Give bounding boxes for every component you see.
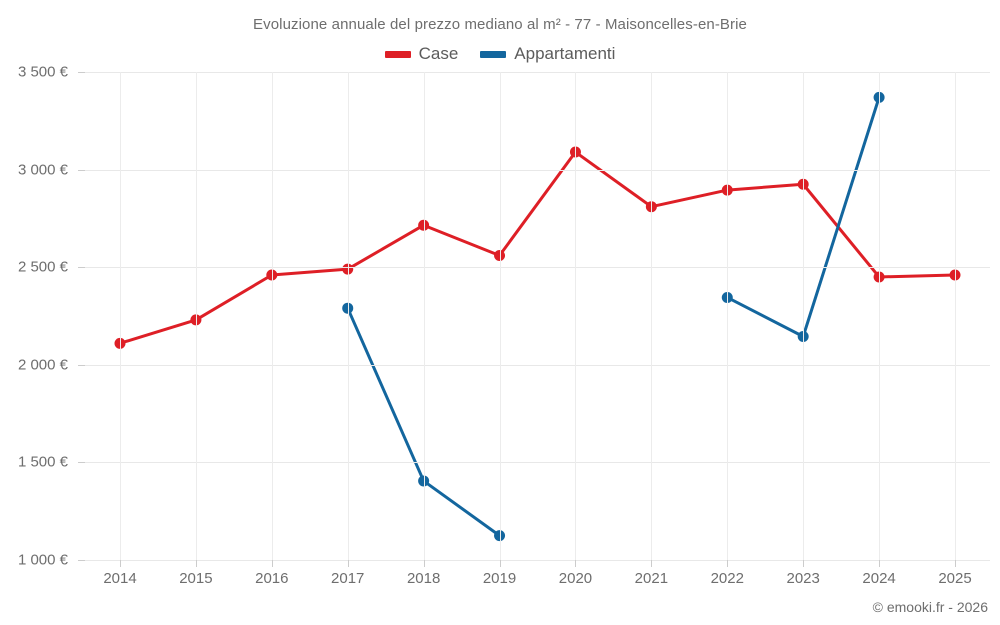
- y-tick-mark: [78, 364, 85, 366]
- gridline-vertical: [651, 72, 653, 560]
- gridline-vertical: [803, 72, 805, 560]
- y-axis-tick-label: 3 000 €: [17, 161, 68, 179]
- x-tick-mark: [271, 560, 273, 567]
- y-tick-mark: [78, 462, 85, 464]
- gridline-vertical: [575, 72, 577, 560]
- x-axis-tick-label: 2015: [179, 570, 213, 587]
- gridline-vertical: [195, 72, 197, 560]
- y-axis-tick-label: 3 500 €: [17, 63, 68, 81]
- gridline-vertical: [499, 72, 501, 560]
- y-tick-mark: [78, 267, 85, 269]
- legend-swatch-icon: [384, 50, 411, 58]
- x-axis-tick-label: 2025: [938, 570, 972, 587]
- x-tick-mark: [727, 560, 729, 567]
- gridline-horizontal: [85, 462, 990, 464]
- series-line-case: [118, 150, 957, 345]
- y-tick-mark: [78, 560, 85, 561]
- gridline-vertical: [347, 72, 349, 560]
- x-tick-mark: [651, 560, 653, 567]
- x-axis-tick-label: 2014: [103, 570, 137, 587]
- x-axis-tick-label: 2020: [558, 570, 593, 587]
- x-axis-tick-label: 2022: [710, 570, 744, 587]
- gridline-horizontal: [85, 560, 990, 561]
- gridline-vertical: [879, 72, 881, 560]
- x-axis-tick-label: 2018: [406, 570, 441, 587]
- gridline-horizontal: [85, 169, 990, 171]
- chart-legend: Case Appartamenti: [0, 44, 1000, 64]
- x-tick-mark: [575, 560, 577, 567]
- y-tick-mark: [78, 169, 85, 171]
- x-tick-mark: [879, 560, 881, 567]
- legend-swatch-icon: [480, 50, 507, 58]
- legend-item-case[interactable]: Case: [384, 44, 459, 64]
- x-tick-mark: [195, 560, 197, 567]
- x-axis-tick-label: 2023: [786, 570, 820, 587]
- x-tick-mark: [120, 560, 121, 567]
- legend-label: Case: [418, 44, 459, 63]
- y-tick-mark: [78, 72, 85, 73]
- gridline-vertical: [423, 72, 425, 560]
- copyright-credit: © emooki.fr - 2026: [872, 599, 988, 615]
- gridline-horizontal: [85, 267, 990, 269]
- x-axis-tick-label: 2017: [331, 570, 365, 587]
- gridline-vertical: [271, 72, 273, 560]
- y-axis-tick-label: 2 000 €: [17, 356, 68, 374]
- x-tick-mark: [803, 560, 805, 567]
- x-axis-tick-label: 2024: [862, 570, 896, 587]
- legend-label: Appartamenti: [514, 44, 616, 63]
- x-tick-mark: [955, 560, 956, 567]
- gridline-vertical: [955, 72, 956, 560]
- gridline-vertical: [727, 72, 729, 560]
- y-axis-tick-label: 2 500 €: [17, 258, 68, 276]
- x-axis-tick-label: 2016: [255, 570, 289, 587]
- x-tick-mark: [499, 560, 501, 567]
- x-axis-tick-label: 2021: [634, 570, 669, 587]
- x-tick-mark: [347, 560, 349, 567]
- y-axis-tick-label: 1 000 €: [17, 551, 68, 569]
- plot-area: 3 500 € 3 000 € 2 500 € 2 000 € 1 500 € 1 000…: [18, 64, 990, 587]
- gridline-horizontal: [85, 72, 990, 73]
- x-axis-tick-label: 2019: [482, 570, 517, 587]
- series-lines: [114, 91, 961, 542]
- x-tick-mark: [423, 560, 425, 567]
- y-axis-tick-label: 1 500 €: [17, 453, 68, 471]
- legend-item-appartamenti[interactable]: Appartamenti: [480, 44, 615, 64]
- gridline-horizontal: [85, 364, 990, 366]
- gridline-vertical: [120, 72, 121, 560]
- chart-title: Evoluzione annuale del prezzo mediano al…: [252, 16, 747, 33]
